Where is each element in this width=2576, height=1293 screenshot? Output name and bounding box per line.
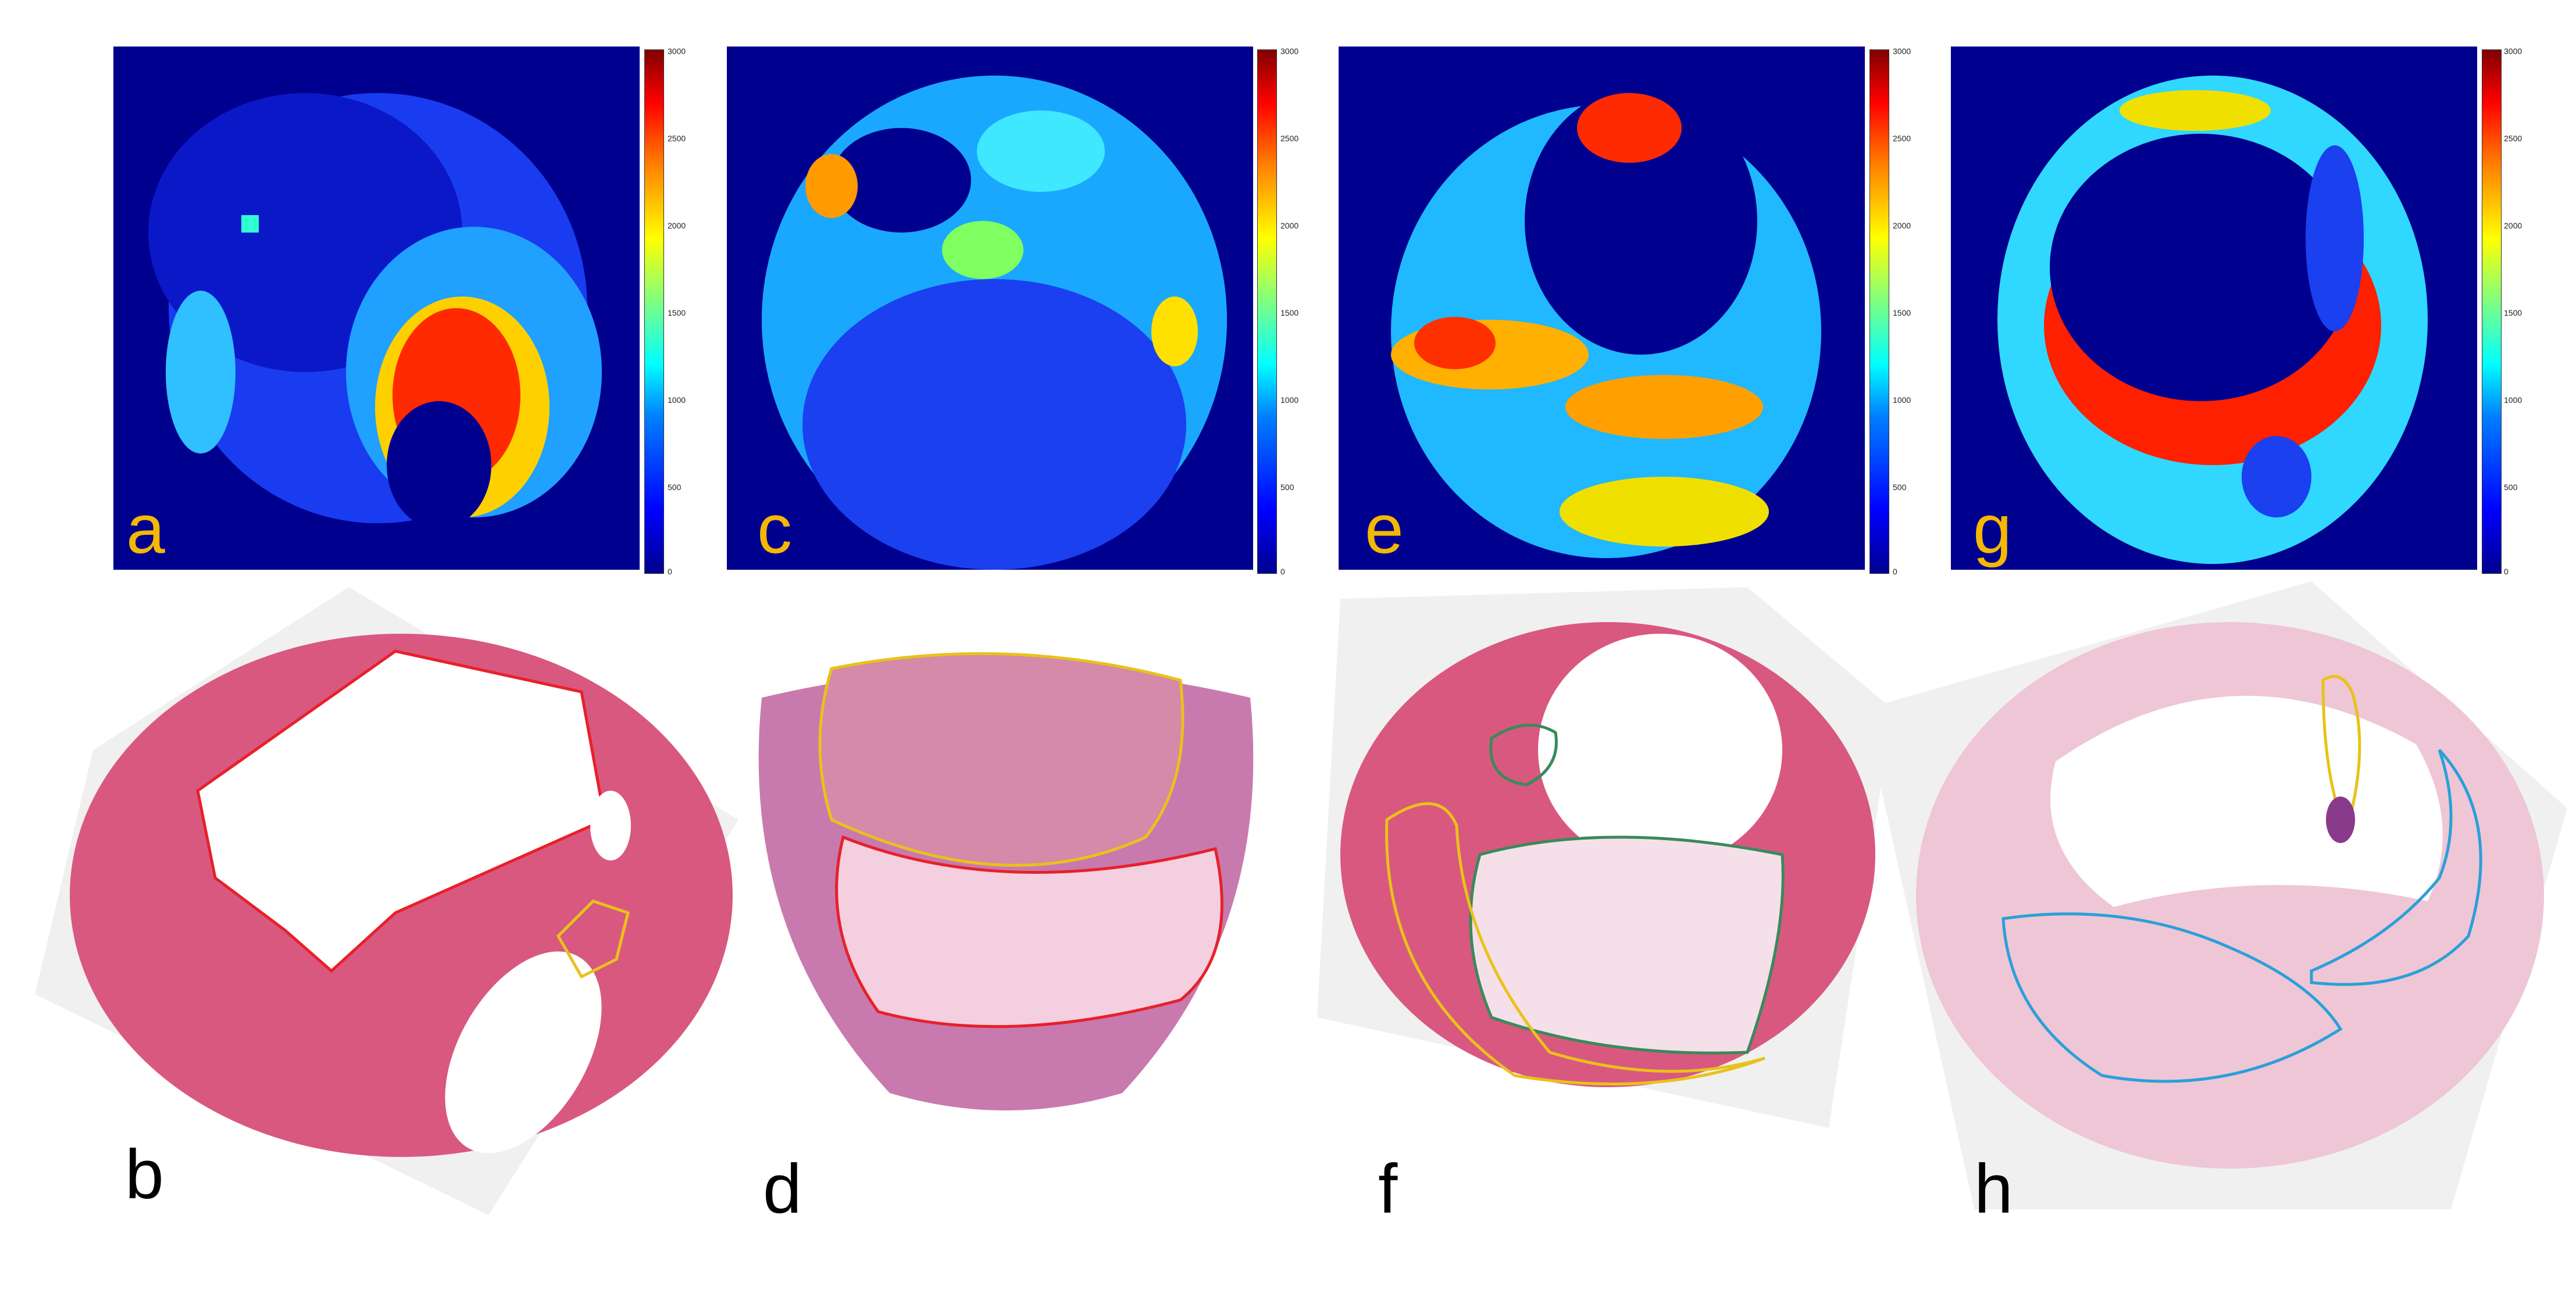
histology-b-image bbox=[35, 587, 738, 1215]
panel-label-b: b bbox=[125, 1135, 164, 1213]
panel-label-d: d bbox=[763, 1150, 802, 1228]
tick-500: 500 bbox=[1893, 483, 1907, 492]
tick-1000: 1000 bbox=[668, 395, 686, 405]
tick-2000: 2000 bbox=[1280, 221, 1299, 230]
tick-0: 0 bbox=[2504, 567, 2509, 576]
heatmap-g-image bbox=[1997, 76, 2428, 564]
colorbar-e bbox=[1869, 49, 1889, 574]
tick-2500: 2500 bbox=[668, 134, 686, 143]
heatmap-panel-a: a bbox=[113, 47, 640, 570]
panel-label-a: a bbox=[126, 490, 165, 568]
heatmap-panel-c: c bbox=[727, 47, 1253, 570]
tick-0: 0 bbox=[1893, 567, 1897, 576]
tick-1500: 1500 bbox=[1893, 308, 1911, 317]
heatmap-a-image bbox=[148, 93, 602, 529]
tick-3000: 3000 bbox=[1893, 47, 1911, 56]
tick-500: 500 bbox=[668, 483, 682, 492]
tick-1000: 1000 bbox=[1280, 395, 1299, 405]
tick-3000: 3000 bbox=[668, 47, 686, 56]
heatmap-panel-g: g bbox=[1951, 47, 2477, 570]
histology-f-image bbox=[1317, 587, 1893, 1128]
tick-0: 0 bbox=[668, 567, 672, 576]
tick-1000: 1000 bbox=[2504, 395, 2523, 405]
panel-label-e: e bbox=[1365, 490, 1404, 568]
tick-2500: 2500 bbox=[2504, 134, 2523, 143]
colorbar-a bbox=[644, 49, 664, 574]
tick-3000: 3000 bbox=[2504, 47, 2523, 56]
panel-label-f: f bbox=[1378, 1150, 1398, 1228]
tick-1500: 1500 bbox=[1280, 308, 1299, 317]
panel-label-c: c bbox=[757, 490, 792, 568]
histology-h-image bbox=[1864, 581, 2567, 1209]
tick-500: 500 bbox=[1280, 483, 1294, 492]
tick-2000: 2000 bbox=[668, 221, 686, 230]
histology-d-image bbox=[758, 652, 1254, 1110]
heatmap-e-image bbox=[1391, 87, 1821, 558]
heatmap-panel-e: e bbox=[1339, 47, 1865, 570]
tick-0: 0 bbox=[1280, 567, 1285, 576]
tick-1500: 1500 bbox=[668, 308, 686, 317]
tick-1000: 1000 bbox=[1893, 395, 1911, 405]
panel-label-g: g bbox=[1973, 490, 2012, 568]
heatmap-c-image bbox=[762, 76, 1227, 570]
tick-2000: 2000 bbox=[1893, 221, 1911, 230]
colorbar-c bbox=[1257, 49, 1277, 574]
colorbar-g bbox=[2482, 49, 2502, 574]
tick-500: 500 bbox=[2504, 483, 2518, 492]
tick-2500: 2500 bbox=[1893, 134, 1911, 143]
tick-2000: 2000 bbox=[2504, 221, 2523, 230]
tick-3000: 3000 bbox=[1280, 47, 1299, 56]
tick-2500: 2500 bbox=[1280, 134, 1299, 143]
tick-1500: 1500 bbox=[2504, 308, 2523, 317]
panel-label-h: h bbox=[1974, 1150, 2013, 1228]
